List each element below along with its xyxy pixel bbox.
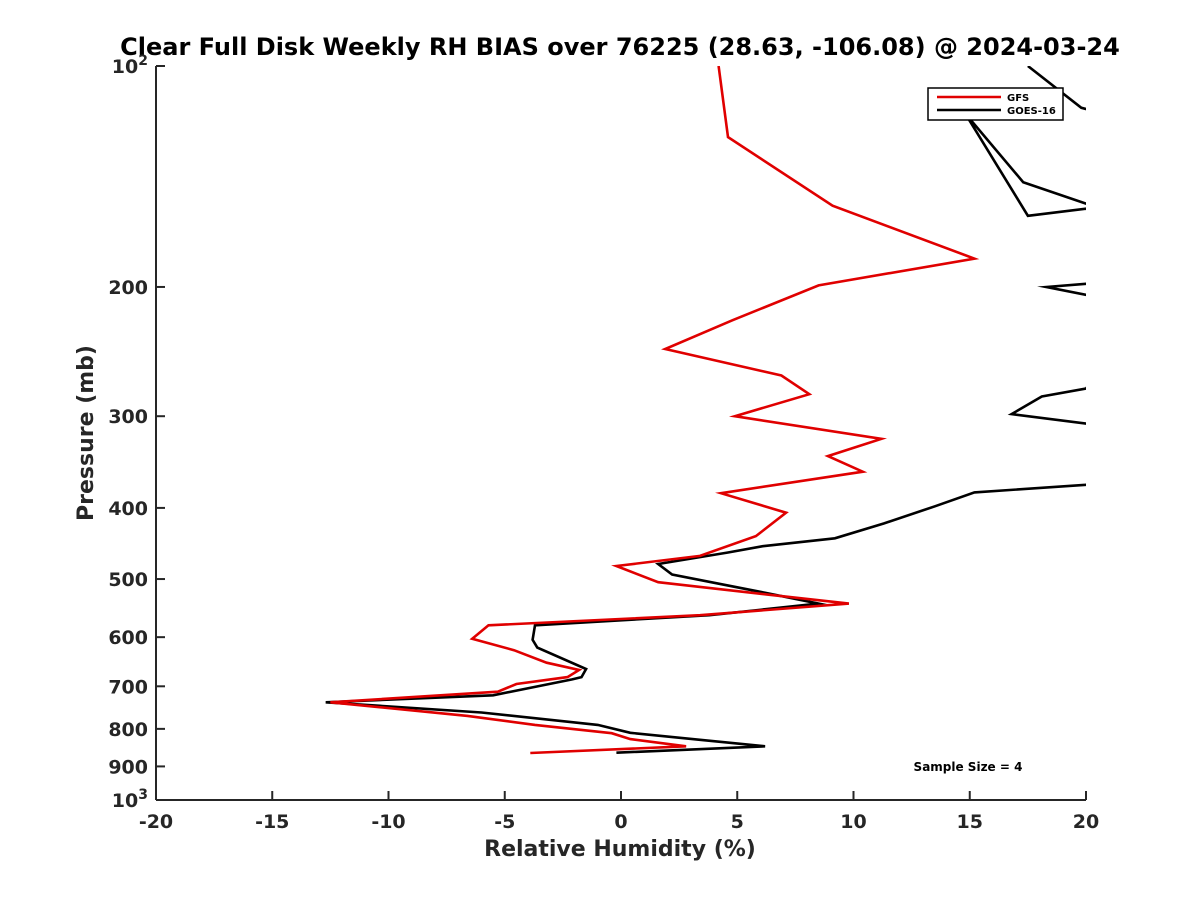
x-tick-label: 10 (840, 811, 866, 833)
y-tick-label: 700 (108, 676, 148, 698)
x-tick-label: -10 (371, 811, 405, 833)
legend: GFS GOES-16 (927, 87, 1064, 121)
legend-label-goes16: GOES-16 (1007, 106, 1056, 117)
y-axis-label: Pressure (mb) (74, 345, 99, 521)
x-tick-label: -15 (255, 811, 289, 833)
y-tick-label: 102 (112, 53, 148, 78)
chart-title: Clear Full Disk Weekly RH BIAS over 7622… (120, 33, 1120, 61)
x-tick-label: -20 (139, 811, 173, 833)
x-tick-label: 5 (731, 811, 744, 833)
x-tick-label: -5 (494, 811, 515, 833)
y-tick-label: 800 (108, 719, 148, 741)
x-tick-label: 15 (957, 811, 983, 833)
x-tick-label: 0 (614, 811, 627, 833)
y-tick-label: 500 (108, 569, 148, 591)
y-tick-label: 600 (108, 627, 148, 649)
series-layer (325, 66, 1086, 755)
tick-layer: -20 -15 -10 -5 0 5 10 15 20 102 200 300 400 500 600 700… (108, 53, 1099, 833)
sample-size-annotation: Sample Size = 4 (914, 760, 1023, 774)
y-tick-label: 300 (108, 406, 148, 428)
x-tick-label: 20 (1073, 811, 1099, 833)
series-line-goes16 (325, 66, 1086, 754)
y-tick-label: 900 (108, 756, 148, 778)
legend-box (927, 87, 1064, 121)
x-axis-label: Relative Humidity (%) (484, 837, 756, 862)
legend-label-gfs: GFS (1007, 93, 1029, 104)
y-tick-label: 103 (112, 787, 148, 812)
y-tick-label: 400 (108, 498, 148, 520)
y-tick-label: 200 (108, 277, 148, 299)
series-line-gfs (330, 66, 980, 755)
